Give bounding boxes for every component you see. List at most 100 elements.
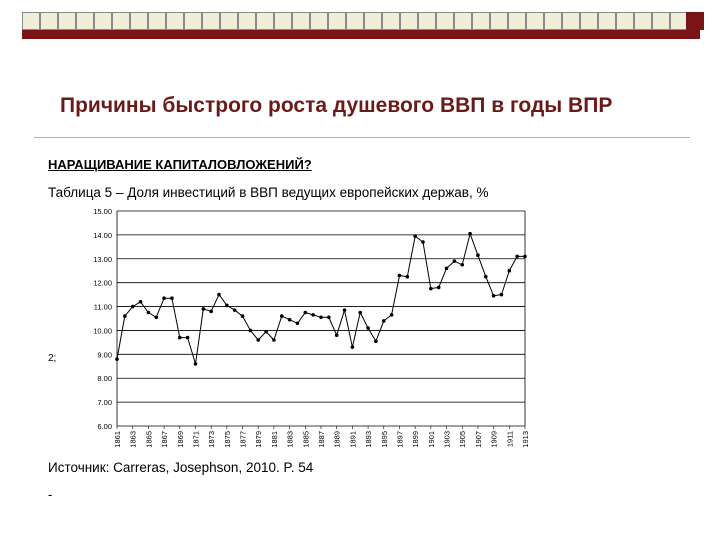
header-square — [166, 12, 184, 30]
y-tick-label: 8.00 — [97, 374, 112, 383]
header-square — [148, 12, 166, 30]
y-tick-label: 15.00 — [93, 207, 112, 216]
y-tick-label: 10.00 — [93, 326, 112, 335]
data-point — [342, 308, 347, 312]
slide-title: Причины быстрого роста душевого ВВП в го… — [60, 94, 613, 117]
data-point — [264, 329, 268, 334]
data-point — [162, 296, 166, 300]
data-point — [248, 328, 253, 333]
x-tick-label: 1893 — [364, 431, 373, 448]
data-point — [468, 231, 472, 236]
header-square — [616, 12, 634, 30]
data-point — [138, 299, 143, 304]
y-tick-label: 13.00 — [93, 255, 112, 264]
x-tick-label: 1909 — [490, 431, 499, 448]
data-point — [397, 273, 402, 278]
header-square — [436, 12, 454, 30]
data-point — [170, 296, 174, 300]
header-square — [418, 12, 436, 30]
data-point — [303, 310, 308, 315]
data-point — [421, 240, 425, 244]
header-square — [328, 12, 346, 30]
header-square — [562, 12, 580, 30]
data-point — [389, 313, 394, 317]
header-square — [400, 12, 418, 30]
header-square — [652, 12, 670, 30]
header-square — [76, 12, 94, 30]
data-point — [225, 303, 229, 308]
header-square — [112, 12, 130, 30]
data-point — [256, 338, 261, 342]
data-point — [185, 335, 190, 340]
header-square — [274, 12, 292, 30]
x-tick-label: 1911 — [505, 431, 514, 447]
grid-lines — [116, 210, 526, 427]
data-point — [476, 253, 480, 257]
y-tick-label: 7.00 — [97, 398, 112, 407]
trailing-mark: - — [48, 487, 53, 502]
data-point — [201, 307, 206, 311]
data-point — [287, 317, 292, 322]
x-tick-label: 1877 — [239, 431, 248, 448]
data-point — [507, 268, 512, 273]
header-square-accent — [686, 12, 704, 30]
y-tick-label: 11.00 — [94, 303, 112, 312]
y-tick-label: 9.00 — [97, 350, 112, 359]
header-square — [130, 12, 148, 30]
source-note: Источник: Carreras, Josephson, 2010. P. … — [48, 460, 314, 475]
header-square — [346, 12, 364, 30]
data-point — [429, 286, 433, 291]
data-point — [358, 310, 363, 315]
x-tick-label: 1883 — [286, 431, 295, 448]
header-square — [544, 12, 562, 30]
header-square — [454, 12, 472, 30]
x-tick-label: 1867 — [160, 431, 169, 448]
data-point — [381, 319, 386, 323]
y-tick-label: 14.00 — [93, 231, 112, 240]
subheading: НАРАЩИВАНИЕ КАПИТАЛОВЛОЖЕНИЙ? — [48, 157, 312, 172]
x-tick-label: 1871 — [191, 431, 200, 448]
header-square — [580, 12, 598, 30]
data-point — [130, 304, 135, 309]
data-point — [217, 292, 221, 297]
header-square — [220, 12, 238, 30]
header-square — [526, 12, 544, 30]
table-caption: Таблица 5 – Доля инвестиций в ВВП ведущи… — [48, 185, 489, 200]
header-bar — [22, 30, 700, 39]
data-point — [483, 274, 488, 279]
header-square — [382, 12, 400, 30]
data-point — [272, 338, 276, 342]
x-tick-label: 1863 — [129, 431, 138, 448]
x-tick-label: 1897 — [395, 431, 404, 448]
x-tick-labels: 1861 1863 1865 1867 1869 1871 1873 1875 1877 1879… — [113, 426, 530, 448]
data-point — [491, 294, 496, 298]
x-tick-label: 1881 — [270, 431, 279, 448]
x-tick-label: 1879 — [254, 431, 263, 448]
series-line — [116, 232, 525, 365]
x-tick-label: 1901 — [427, 431, 436, 448]
title-divider — [34, 137, 690, 138]
y-tick-label: 12.00 — [93, 279, 112, 288]
x-tick-label: 1873 — [207, 431, 216, 448]
data-point — [295, 321, 300, 326]
data-point — [499, 292, 504, 297]
data-point — [209, 309, 213, 314]
data-point — [311, 313, 315, 317]
y-tick-labels: 6.00 7.00 8.00 9.00 10.00 11.00 12.00 13.00 14.0… — [93, 207, 112, 431]
investment-share-line-chart: 6.00 7.00 8.00 9.00 10.00 11.00 12.00 13.00 14.0… — [93, 207, 530, 448]
data-points — [115, 231, 527, 366]
data-point — [334, 333, 339, 338]
data-point — [232, 308, 237, 312]
x-tick-label: 1887 — [317, 431, 326, 448]
header-square — [22, 12, 40, 30]
data-point — [115, 357, 119, 361]
x-tick-label: 1891 — [348, 431, 357, 448]
x-tick-label: 1889 — [333, 431, 342, 448]
data-point — [436, 285, 441, 290]
data-point — [523, 254, 527, 259]
data-point — [366, 326, 370, 330]
data-point — [193, 362, 198, 366]
data-point — [452, 259, 457, 263]
data-point — [413, 234, 417, 238]
data-point — [279, 314, 284, 318]
